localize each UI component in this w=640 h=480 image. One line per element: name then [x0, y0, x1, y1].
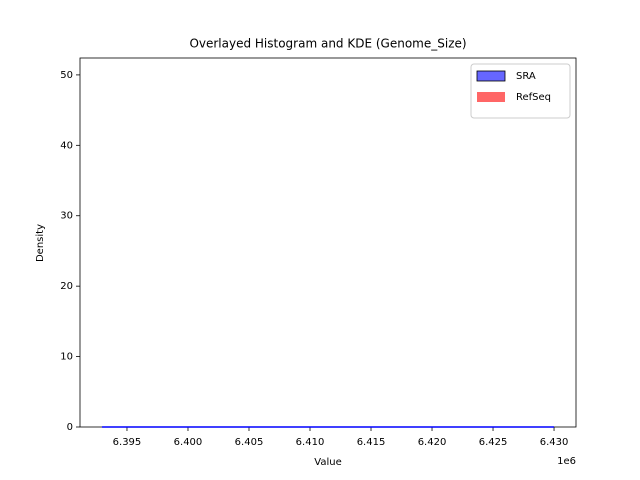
x-axis-label: Value: [314, 457, 341, 468]
y-tick-label: 40: [60, 140, 73, 151]
legend-swatch: [476, 70, 506, 82]
y-tick-label: 10: [60, 352, 73, 363]
x-offset-label: 1e6: [557, 456, 576, 467]
x-tick-label: 6.420: [418, 437, 447, 448]
legend-swatch: [477, 92, 505, 102]
y-tick-label: 20: [60, 281, 73, 292]
legend-label: SRA: [516, 71, 536, 82]
chart-title: Overlayed Histogram and KDE (Genome_Size…: [189, 37, 466, 51]
y-tick-label: 30: [60, 211, 73, 222]
x-tick-label: 6.400: [174, 437, 203, 448]
y-tick-label: 0: [67, 422, 73, 433]
legend-label: RefSeq: [516, 92, 551, 103]
x-tick-label: 6.395: [113, 437, 142, 448]
y-axis-label: Density: [35, 224, 46, 262]
x-tick-label: 6.415: [357, 437, 386, 448]
x-tick-label: 6.410: [296, 437, 325, 448]
x-tick-label: 6.405: [235, 437, 264, 448]
y-tick-label: 50: [60, 70, 73, 81]
x-tick-label: 6.425: [479, 437, 508, 448]
x-tick-label: 6.430: [540, 437, 569, 448]
